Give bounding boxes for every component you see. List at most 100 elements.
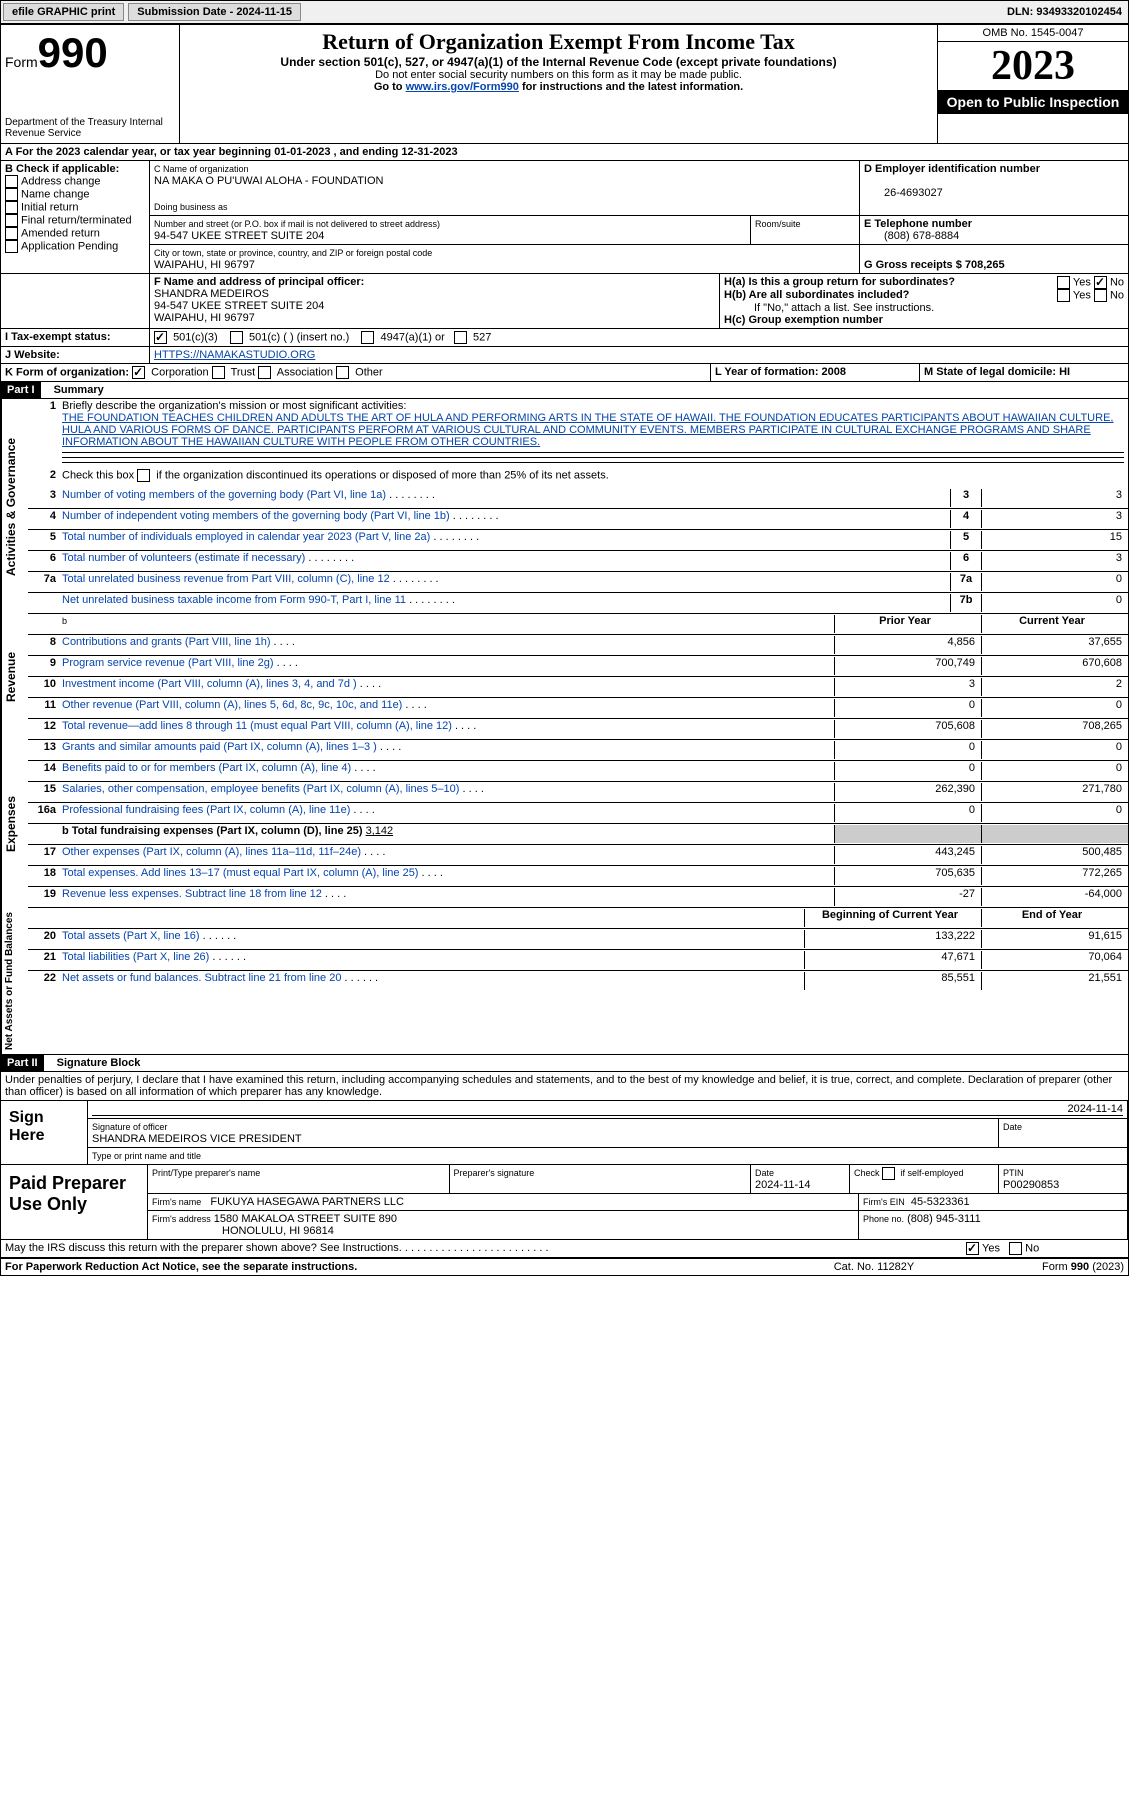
exp-line-18: 18 Total expenses. Add lines 13–17 (must…	[28, 866, 1128, 887]
exp-num: 13	[28, 741, 62, 759]
gov-num: 3	[28, 489, 62, 507]
amended-return-checkbox[interactable]	[5, 227, 18, 240]
rev-current: 708,265	[981, 720, 1128, 738]
gov-text: Total number of volunteers (estimate if …	[62, 552, 950, 570]
exp-line-13: 13 Grants and similar amounts paid (Part…	[28, 740, 1128, 761]
rev-num: 10	[28, 678, 62, 696]
net-line-21: 21 Total liabilities (Part X, line 26) .…	[28, 950, 1128, 971]
gov-box: 6	[950, 552, 982, 570]
501c-checkbox[interactable]	[230, 331, 243, 344]
hb-no-checkbox[interactable]	[1094, 289, 1107, 302]
exp-current: 772,265	[981, 867, 1128, 885]
gov-box: 7b	[950, 594, 982, 612]
hb-yes-checkbox[interactable]	[1057, 289, 1070, 302]
4947-checkbox[interactable]	[361, 331, 374, 344]
ha-yes: Yes	[1073, 276, 1091, 288]
exp-num: 15	[28, 783, 62, 801]
form-title: Return of Organization Exempt From Incom…	[184, 29, 933, 55]
initial-return-checkbox[interactable]	[5, 201, 18, 214]
rev-prior: 700,749	[834, 657, 981, 675]
net-num: 20	[28, 930, 62, 948]
gov-box: 3	[950, 489, 982, 507]
sig-officer-label: Signature of officer	[92, 1122, 167, 1132]
phone-label: Phone no.	[863, 1214, 904, 1224]
k-other-checkbox[interactable]	[336, 366, 349, 379]
part2-title: Signature Block	[47, 1057, 141, 1069]
c-name-label: C Name of organization	[154, 164, 249, 174]
k-corp-checkbox[interactable]	[132, 366, 145, 379]
footer: For Paperwork Reduction Act Notice, see …	[1, 1258, 1128, 1275]
ha-no: No	[1110, 276, 1124, 288]
b-label: B Check if applicable:	[5, 163, 119, 175]
final-return-checkbox[interactable]	[5, 214, 18, 227]
part2-header: Part II	[1, 1055, 44, 1071]
l-label: L Year of formation: 2008	[715, 366, 846, 378]
i-501c3: 501(c)(3)	[173, 331, 218, 343]
j-label: J Website:	[5, 349, 60, 361]
exp-num: 16a	[28, 804, 62, 822]
net-text: Total liabilities (Part X, line 26) . . …	[62, 951, 804, 969]
ha-yes-checkbox[interactable]	[1057, 276, 1070, 289]
527-checkbox[interactable]	[454, 331, 467, 344]
ptin-label: PTIN	[1003, 1168, 1024, 1178]
mission-text: THE FOUNDATION TEACHES CHILDREN AND ADUL…	[62, 412, 1113, 448]
self-employed-checkbox[interactable]	[882, 1167, 895, 1180]
gov-text: Total number of individuals employed in …	[62, 531, 950, 549]
firm-addr-label: Firm's address	[152, 1214, 211, 1224]
rev-num: 9	[28, 657, 62, 675]
b-item-1: Name change	[21, 188, 90, 200]
name-change-checkbox[interactable]	[5, 188, 18, 201]
part1-header-row: Part I Summary	[1, 382, 1128, 399]
rev-text: Other revenue (Part VIII, column (A), li…	[62, 699, 834, 717]
rev-prior: 3	[834, 678, 981, 696]
b-item-2: Initial return	[21, 201, 78, 213]
gov-num: 4	[28, 510, 62, 528]
net-end: 21,551	[981, 972, 1128, 990]
part2-header-row: Part II Signature Block	[1, 1055, 1128, 1072]
current-year-header: Current Year	[981, 615, 1128, 633]
exp-prior: 0	[834, 741, 981, 759]
firm-ein-label: Firm's EIN	[863, 1197, 905, 1207]
k-label: K Form of organization:	[5, 366, 129, 378]
gov-val: 0	[982, 573, 1128, 591]
gov-line-6: 6 Total number of volunteers (estimate i…	[28, 551, 1128, 572]
exp-text: Professional fundraising fees (Part IX, …	[62, 804, 834, 822]
net-line-20: 20 Total assets (Part X, line 16) . . . …	[28, 929, 1128, 950]
exp-line-19: 19 Revenue less expenses. Subtract line …	[28, 887, 1128, 908]
b-item-3: Final return/terminated	[21, 214, 132, 226]
exp-text: Other expenses (Part IX, column (A), lin…	[62, 846, 834, 864]
irs-link[interactable]: www.irs.gov/Form990	[406, 81, 519, 93]
section-i: I Tax-exempt status: 501(c)(3) 501(c) ( …	[1, 329, 1128, 347]
exp-current: 500,485	[981, 846, 1128, 864]
rev-block: Revenue b Prior Year Current Year 8 Cont…	[1, 614, 1128, 740]
exp-current: 0	[981, 804, 1128, 822]
ha-no-checkbox[interactable]	[1094, 276, 1107, 289]
org-name: NA MAKA O PU'UWAI ALOHA - FOUNDATION	[154, 175, 383, 187]
k-assoc-checkbox[interactable]	[258, 366, 271, 379]
line16b-grey1	[834, 825, 981, 843]
501c3-checkbox[interactable]	[154, 331, 167, 344]
ha-label: H(a) Is this a group return for subordin…	[724, 276, 955, 288]
form-header: Form990 Department of the Treasury Inter…	[1, 25, 1128, 144]
prep-sig-label: Preparer's signature	[454, 1168, 535, 1178]
website-link[interactable]: HTTPS://NAMAKASTUDIO.ORG	[154, 349, 315, 361]
address-change-checkbox[interactable]	[5, 175, 18, 188]
line2-checkbox[interactable]	[137, 469, 150, 482]
net-vlabel: Net Assets or Fund Balances	[1, 908, 28, 1054]
efile-print-button[interactable]: efile GRAPHIC print	[3, 3, 124, 21]
exp-text: Benefits paid to or for members (Part IX…	[62, 762, 834, 780]
city-label: City or town, state or province, country…	[154, 248, 432, 258]
discuss-no-checkbox[interactable]	[1009, 1242, 1022, 1255]
prep-name-label: Print/Type preparer's name	[152, 1168, 260, 1178]
section-klm: K Form of organization: Corporation Trus…	[1, 364, 1128, 382]
discuss-yes-checkbox[interactable]	[966, 1242, 979, 1255]
submission-date-button[interactable]: Submission Date - 2024-11-15	[128, 3, 301, 21]
e-label: E Telephone number	[864, 218, 972, 230]
rev-prior: 705,608	[834, 720, 981, 738]
rev-line-8: 8 Contributions and grants (Part VIII, l…	[28, 635, 1128, 656]
line16b-grey2	[981, 825, 1128, 843]
officer-addr2: WAIPAHU, HI 96797	[154, 312, 255, 324]
discuss-yes: Yes	[982, 1242, 1000, 1254]
k-trust-checkbox[interactable]	[212, 366, 225, 379]
application-pending-checkbox[interactable]	[5, 240, 18, 253]
